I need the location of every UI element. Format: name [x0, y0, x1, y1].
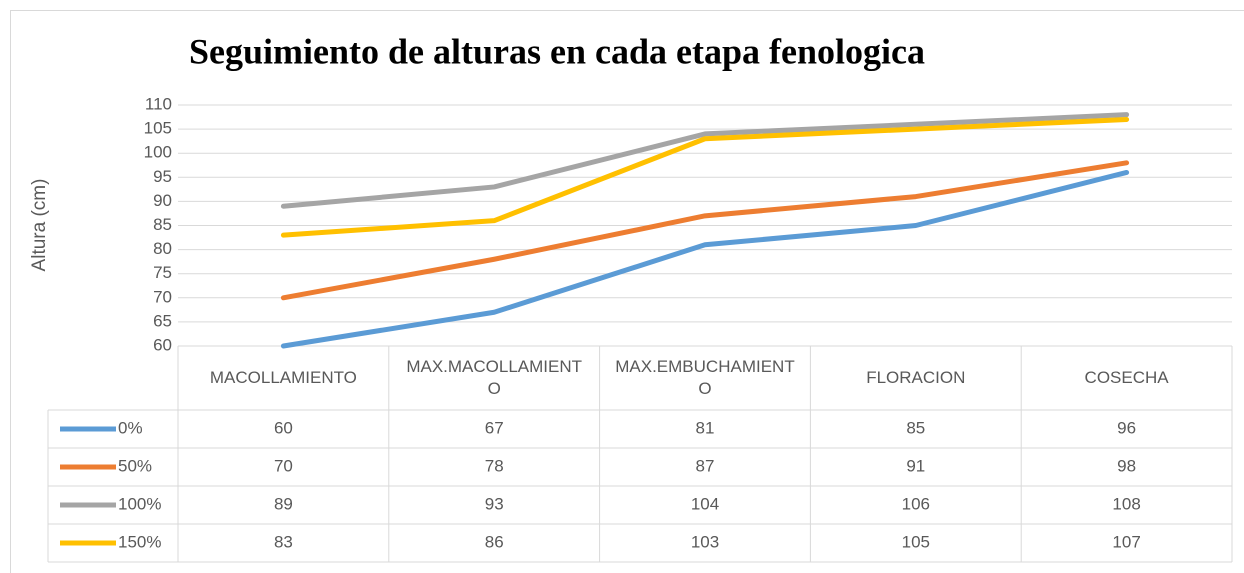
y-tick-label: 70 — [153, 287, 172, 306]
y-tick-label: 65 — [153, 311, 172, 330]
table-value: 104 — [691, 494, 719, 513]
table-value: 87 — [696, 456, 715, 475]
x-tick-label: MACOLLAMIENTO — [178, 346, 389, 410]
table-value: 105 — [902, 532, 930, 551]
y-axis-title: Altura (cm) — [29, 179, 50, 272]
y-tick-label: 105 — [144, 119, 172, 138]
table-value: 91 — [906, 456, 925, 475]
category-text: MACOLLAMIENTO — [209, 368, 357, 387]
y-tick-label: 90 — [153, 191, 172, 210]
series-line — [280, 160, 1130, 301]
y-tick-label: 110 — [145, 94, 172, 113]
table-value: 96 — [1117, 418, 1136, 437]
table-value: 108 — [1112, 494, 1140, 513]
table-value: 60 — [274, 418, 293, 437]
y-tick-label: 85 — [153, 215, 172, 234]
legend-label: 150% — [118, 532, 161, 551]
x-tick-label: FLORACION — [810, 346, 1021, 410]
table-value: 89 — [274, 494, 293, 513]
x-tick-label: MAX.EMBUCHAMIENTO — [600, 346, 811, 410]
category-text: MAX.MACOLLAMIENTO — [406, 357, 583, 398]
category-text: FLORACION — [866, 368, 966, 387]
table-value: 107 — [1112, 532, 1140, 551]
legend-label: 100% — [118, 494, 161, 513]
table-value: 106 — [902, 494, 930, 513]
legend-label: 50% — [118, 456, 152, 475]
series-line — [280, 169, 1130, 349]
table-value: 78 — [485, 456, 504, 475]
table-value: 93 — [485, 494, 504, 513]
y-tick-label: 100 — [144, 143, 172, 162]
table-value: 81 — [696, 418, 715, 437]
x-tick-label: MAX.MACOLLAMIENTO — [389, 346, 600, 410]
legend-label: 0% — [118, 418, 143, 437]
category-text: MAX.EMBUCHAMIENTO — [615, 357, 795, 398]
y-tick-label: 60 — [153, 335, 172, 354]
table-value: 103 — [691, 532, 719, 551]
table-value: 67 — [485, 418, 504, 437]
x-tick-label: COSECHA — [1021, 346, 1232, 410]
chart-title: Seguimiento de alturas en cada etapa fen… — [189, 31, 925, 71]
chart-border — [10, 10, 1244, 573]
y-tick-label: 95 — [153, 167, 172, 186]
table-value: 86 — [485, 532, 504, 551]
series-line — [280, 112, 1130, 209]
series-line — [280, 116, 1130, 238]
table-value: 70 — [274, 456, 293, 475]
category-text: COSECHA — [1084, 368, 1169, 387]
table-value: 83 — [274, 532, 293, 551]
y-tick-label: 80 — [153, 239, 172, 258]
table-value: 98 — [1117, 456, 1136, 475]
table-value: 85 — [906, 418, 925, 437]
y-tick-label: 75 — [153, 263, 172, 282]
